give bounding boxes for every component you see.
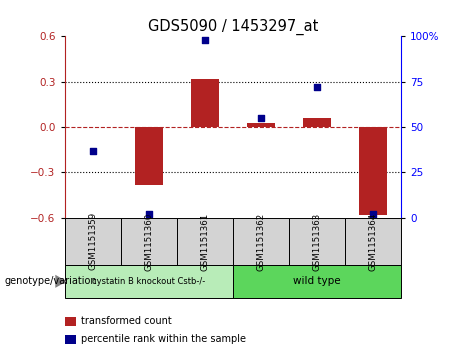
Bar: [303, 118, 331, 127]
Text: wild type: wild type: [293, 276, 341, 286]
Point: [201, 37, 208, 43]
Point: [257, 115, 265, 121]
Text: GSM1151363: GSM1151363: [313, 212, 321, 270]
Text: transformed count: transformed count: [81, 316, 171, 326]
Point: [369, 211, 377, 217]
Text: GSM1151364: GSM1151364: [368, 212, 378, 270]
Text: percentile rank within the sample: percentile rank within the sample: [81, 334, 246, 344]
Bar: [135, 127, 163, 184]
Bar: [359, 127, 387, 215]
Point: [89, 148, 96, 154]
Title: GDS5090 / 1453297_at: GDS5090 / 1453297_at: [148, 19, 318, 35]
Text: GSM1151359: GSM1151359: [88, 212, 97, 270]
Text: genotype/variation: genotype/variation: [5, 276, 97, 286]
Point: [313, 84, 321, 90]
Text: GSM1151361: GSM1151361: [200, 212, 209, 270]
Bar: [247, 123, 275, 127]
Bar: [191, 79, 219, 127]
Point: [145, 211, 152, 217]
Text: GSM1151360: GSM1151360: [144, 212, 153, 270]
Text: cystatin B knockout Cstb-/-: cystatin B knockout Cstb-/-: [92, 277, 205, 286]
Text: GSM1151362: GSM1151362: [256, 212, 266, 270]
